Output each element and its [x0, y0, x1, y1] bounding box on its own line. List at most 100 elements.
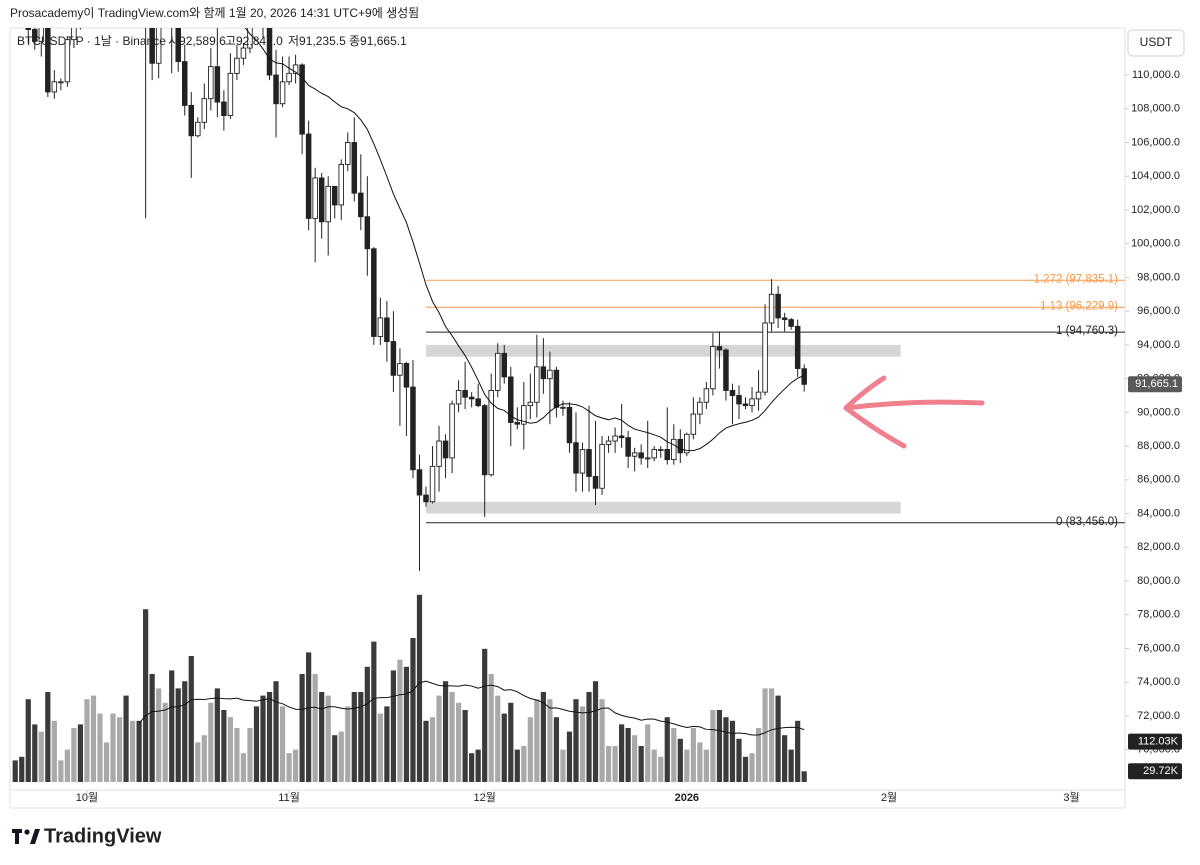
- candle-body: [175, 28, 181, 63]
- candle-body: [514, 422, 521, 425]
- candle-body: [599, 443, 605, 489]
- candle-body: [605, 440, 612, 445]
- volume-bar: [625, 728, 631, 782]
- candle-body: [384, 317, 390, 342]
- volume-bar: [697, 742, 703, 782]
- volume-bar: [390, 670, 397, 782]
- volume-bar: [384, 706, 390, 782]
- candle-body: [579, 449, 586, 474]
- candle-body: [345, 142, 351, 165]
- volume-bar: [416, 594, 423, 782]
- volume-bar: [143, 609, 149, 782]
- price-ma: [244, 28, 805, 452]
- volume-bar: [325, 695, 331, 782]
- candle-body: [703, 388, 710, 403]
- candle-body: [573, 442, 579, 474]
- candle-body: [38, 28, 45, 42]
- overlay: BTCUSDT.P · 1날 · Binance 시92,589.6 고92,8…: [17, 34, 407, 48]
- volume-bar: [266, 692, 273, 782]
- volume-bar: [729, 720, 736, 782]
- volume-bar: [573, 699, 579, 782]
- candle-body: [318, 177, 325, 223]
- candle-body: [149, 28, 155, 64]
- volume-bar: [619, 724, 625, 782]
- volume-bar: [358, 692, 364, 782]
- y-tick-label: 108,000.0: [1131, 103, 1180, 115]
- y-tick-label: 96,000.0: [1137, 305, 1180, 317]
- candle-body: [51, 81, 58, 93]
- volume-bar: [253, 706, 260, 782]
- candle-body: [58, 81, 64, 84]
- plot: [12, 28, 1125, 782]
- candle-body: [338, 163, 344, 206]
- candle-body: [416, 469, 423, 496]
- last-price: 91,665.1: [1135, 378, 1178, 390]
- candle-body: [181, 61, 188, 106]
- volume-bar: [110, 713, 116, 782]
- candle-body: [358, 192, 364, 218]
- volume-bar: [723, 717, 729, 782]
- volume-bar: [214, 688, 220, 782]
- volume-bar: [579, 706, 586, 782]
- candle-body: [547, 369, 553, 380]
- volume-bar: [12, 760, 18, 782]
- ohlc-label: 시92,589.6: [168, 34, 226, 48]
- y-tick-label: 78,000.0: [1137, 609, 1180, 621]
- volume-bar: [319, 692, 325, 782]
- zone: [426, 501, 901, 514]
- candle-body: [292, 64, 299, 74]
- volume-bar: [38, 731, 44, 782]
- volume-ma-label: 112.03K: [1138, 736, 1179, 748]
- candle-body: [501, 352, 508, 378]
- candle-body: [762, 322, 768, 393]
- x-tick-label: 2월: [881, 791, 897, 804]
- candle-body: [671, 438, 677, 461]
- fib-label: 0 (83,456.0): [1056, 516, 1118, 528]
- volume-bar: [488, 674, 494, 782]
- volume-bar: [677, 738, 683, 782]
- candle-body: [488, 389, 494, 476]
- volume-bar: [508, 702, 514, 782]
- volume-bar: [332, 735, 338, 782]
- volume-bar: [605, 746, 612, 782]
- candle-body: [690, 413, 697, 435]
- volume-bar: [566, 731, 573, 782]
- candle-body: [657, 449, 664, 451]
- volume-bar: [658, 756, 664, 782]
- volume-bar: [449, 692, 455, 782]
- volume-bar: [586, 692, 592, 782]
- volume-bar: [90, 695, 97, 782]
- volume-bar: [371, 641, 377, 782]
- candle-body: [305, 133, 312, 219]
- volume-bar: [592, 681, 599, 782]
- ohlc-label: 고92,841.0: [225, 34, 283, 48]
- volume-bar: [292, 749, 299, 782]
- volume-bar: [116, 717, 123, 782]
- candle-body: [240, 47, 247, 59]
- y-tick-label: 84,000.0: [1137, 507, 1180, 519]
- candle-body: [723, 349, 729, 391]
- currency[interactable]: USDT: [1140, 35, 1173, 49]
- y-tick-label: 100,000.0: [1131, 238, 1180, 250]
- volume-bar: [201, 735, 207, 782]
- currency-button[interactable]: [1127, 29, 1185, 57]
- candle-body: [299, 64, 305, 135]
- candle-body: [201, 98, 208, 123]
- volume-bar: [221, 710, 227, 782]
- volume-bar: [208, 702, 214, 782]
- volume-label-box: [1128, 763, 1182, 780]
- candle-body: [429, 465, 436, 503]
- candle-body: [45, 28, 51, 93]
- candle-body: [403, 363, 410, 388]
- volume-bar: [664, 717, 670, 782]
- volume-bar: [612, 746, 618, 782]
- volume-bar: [736, 738, 742, 782]
- volume-bar: [51, 720, 57, 782]
- volume-bar: [227, 717, 233, 782]
- volume-bar: [632, 735, 638, 782]
- candle-body: [436, 440, 442, 467]
- candle-body: [781, 317, 788, 321]
- volume-bar: [716, 710, 723, 782]
- volume-bar: [599, 699, 605, 782]
